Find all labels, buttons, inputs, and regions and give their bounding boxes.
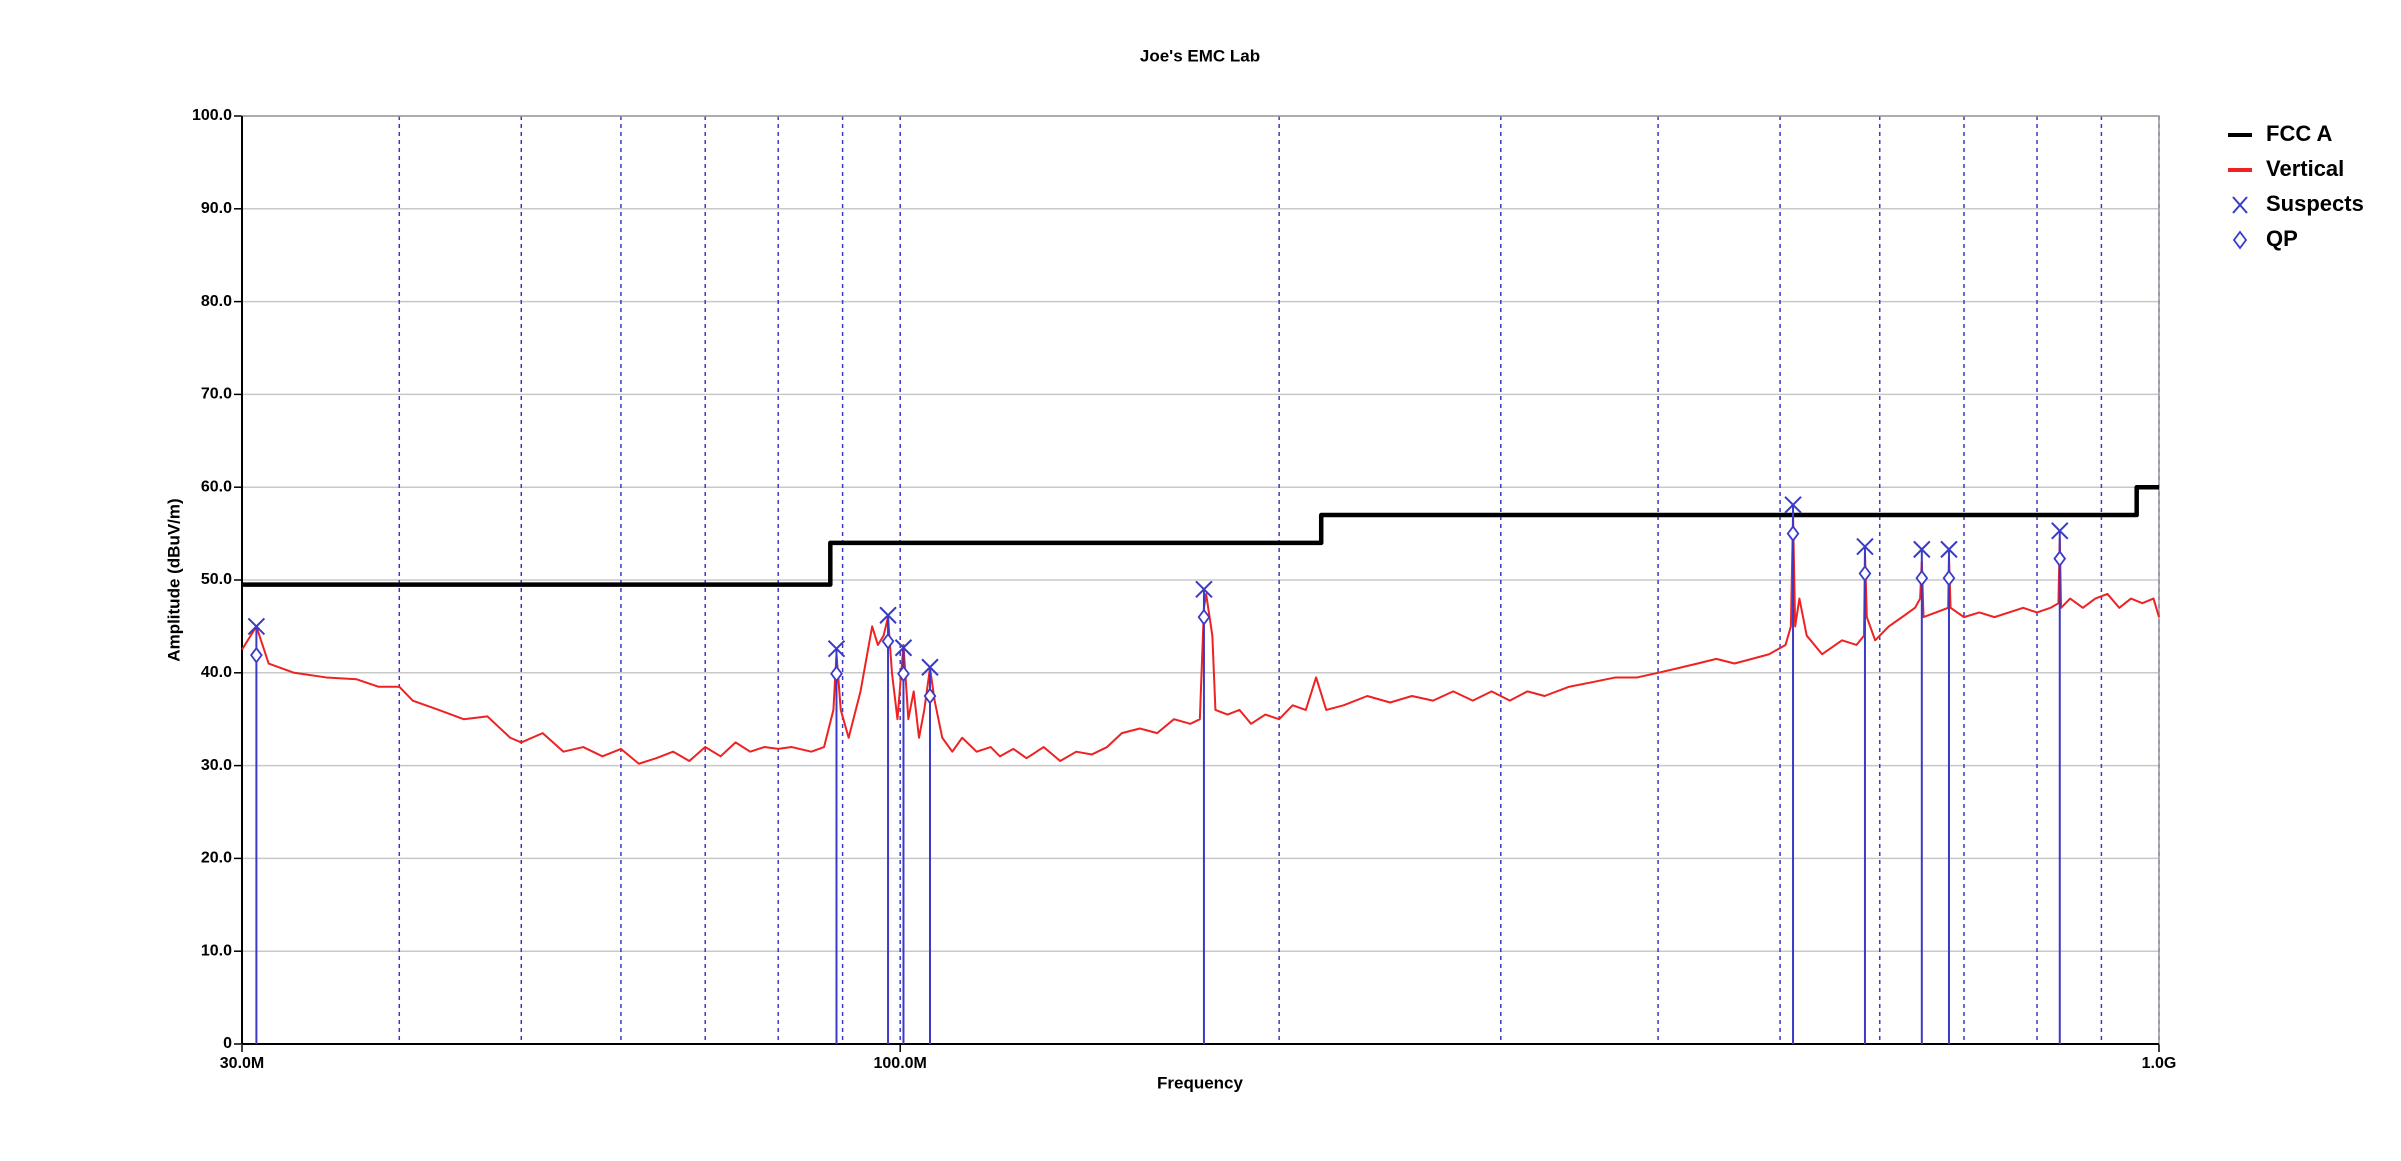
y-tick-label: 70.0 xyxy=(201,386,232,403)
suspect-marker xyxy=(827,639,846,658)
suspect-marker xyxy=(2051,522,2069,540)
legend-swatch xyxy=(2232,230,2248,250)
legend-label: FCC A xyxy=(2266,121,2333,146)
qp-marker xyxy=(250,646,263,664)
qp-marker xyxy=(897,665,910,683)
qp-marker xyxy=(2053,550,2067,568)
suspect-marker xyxy=(1940,540,1958,559)
suspect-marker xyxy=(1195,580,1213,598)
suspect-marker xyxy=(894,639,913,657)
y-tick-label: 40.0 xyxy=(201,664,232,681)
y-tick-label: 30.0 xyxy=(201,757,232,774)
x-tick-label: 1.0G xyxy=(2142,1055,2177,1072)
y-axis-title: Amplitude (dBuV/m) xyxy=(164,498,183,661)
series-line xyxy=(242,484,2159,587)
qp-marker xyxy=(923,687,937,705)
y-tick-label: 10.0 xyxy=(201,942,232,959)
y-tick-label: 80.0 xyxy=(201,293,232,310)
y-tick-label: 0 xyxy=(223,1035,232,1052)
chart-title: Joe's EMC Lab xyxy=(1140,46,1260,65)
legend-label: Vertical xyxy=(2266,156,2344,181)
suspect-marker xyxy=(1913,540,1931,559)
legend-swatch xyxy=(2232,196,2248,214)
y-tick-label: 60.0 xyxy=(201,478,232,495)
qp-marker xyxy=(881,632,895,650)
suspect-marker xyxy=(1856,537,1874,556)
plot-area: 0 10.0 20.0 30.0 40.0 50.0 60.0 70.0 80.0 90.0 100… xyxy=(192,107,2364,1072)
x-tick-label: 30.0M xyxy=(220,1055,264,1072)
suspect-marker xyxy=(921,658,939,676)
suspect-marker xyxy=(1784,496,1802,514)
legend-label: Suspects xyxy=(2266,191,2364,216)
x-tick-label: 100.0M xyxy=(874,1055,927,1072)
suspect-marker xyxy=(879,606,897,624)
x-axis-title: Frequency xyxy=(1157,1073,1244,1092)
y-tick-label: 90.0 xyxy=(201,200,232,217)
y-tick-label: 20.0 xyxy=(201,850,232,867)
y-tick-label: 50.0 xyxy=(201,571,232,588)
qp-marker xyxy=(1915,569,1929,587)
legend-label: QP xyxy=(2266,226,2298,251)
qp-marker xyxy=(830,665,843,683)
qp-marker xyxy=(1786,525,1800,543)
qp-marker xyxy=(1858,565,1872,583)
suspect-marker xyxy=(247,617,266,636)
y-tick-label: 100.0 xyxy=(192,107,232,124)
qp-marker xyxy=(1942,569,1956,587)
qp-marker xyxy=(1197,608,1211,626)
